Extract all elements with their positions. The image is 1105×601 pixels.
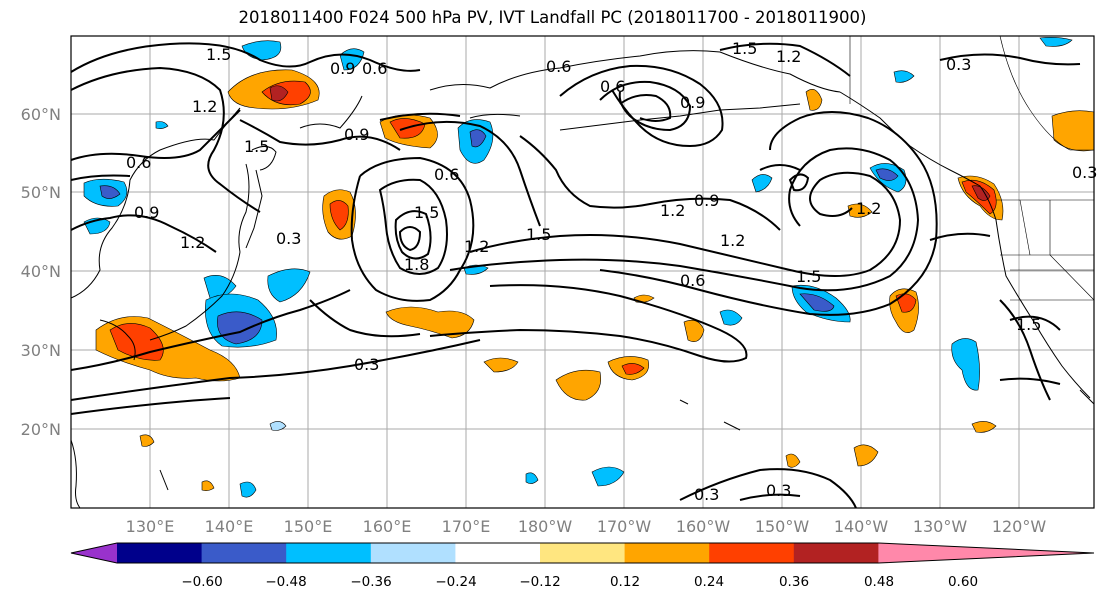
gridlines	[71, 36, 1094, 508]
colorbar-bin	[455, 543, 541, 563]
contour-labels: 1.5 0.9 0.6 1.2 1.5 0.6 0.9 0.6 1.5 1.2 …	[126, 39, 1097, 504]
lat-label-60n: 60°N	[21, 105, 61, 124]
lon-label: 160°E	[363, 517, 412, 536]
contour-label: 1.5	[414, 203, 439, 222]
colorbar-tick-label: 0.12	[610, 574, 640, 590]
contour-label: 0.6	[546, 57, 571, 76]
colorbar-bin	[709, 543, 795, 563]
map-frame	[70, 35, 1095, 509]
colorbar-tick-label: −0.24	[435, 574, 476, 590]
colorbar-tick-label: −0.48	[265, 574, 306, 590]
lat-label-30n: 30°N	[21, 341, 61, 360]
contour-label: 0.9	[694, 191, 719, 210]
lon-label: 130°W	[913, 517, 968, 536]
contour-label: 0.9	[134, 203, 159, 222]
lon-label: 180°W	[518, 517, 573, 536]
ivt-shading	[83, 37, 1095, 498]
contour-label: 1.2	[720, 231, 745, 250]
colorbar-bin	[540, 543, 626, 563]
contour-label: 1.5	[244, 137, 269, 156]
lon-label: 170°E	[442, 517, 491, 536]
contour-label: 1.5	[206, 45, 231, 64]
contour-label: 0.3	[354, 355, 379, 374]
contour-label: 0.3	[946, 55, 971, 74]
colorbar-tick-label: 0.24	[694, 574, 724, 590]
contour-label: 0.9	[330, 59, 355, 78]
lon-label: 150°W	[755, 517, 810, 536]
colorbar-tick-label: −0.12	[519, 574, 560, 590]
borders	[849, 35, 1095, 301]
colorbar-labels: −0.60 −0.48 −0.36 −0.24 −0.12 0.12 0.24 …	[181, 574, 978, 590]
colorbar-tick-label: −0.36	[350, 574, 391, 590]
colorbar-extend-high	[878, 543, 1094, 563]
contour-label: 1.5	[1016, 315, 1041, 334]
contour-label: 1.5	[796, 267, 821, 286]
contour-label: 1.2	[776, 47, 801, 66]
contour-label: 0.6	[600, 77, 625, 96]
contour-label: 0.6	[126, 153, 151, 172]
contour-label: 1.2	[660, 201, 685, 220]
contour-label: 1.2	[856, 199, 881, 218]
latitude-labels: 60°N 50°N 40°N 30°N 20°N	[21, 105, 61, 439]
colorbar	[70, 542, 1095, 564]
colorbar-tick-label: −0.60	[181, 574, 222, 590]
colorbar-bin	[370, 543, 456, 563]
contour-label: 0.9	[680, 93, 705, 112]
contour-label: 0.6	[362, 59, 387, 78]
contour-label: 0.3	[1072, 163, 1097, 182]
contour-label: 1.2	[180, 233, 205, 252]
lon-label: 140°E	[205, 517, 254, 536]
map-title: 2018011400 F024 500 hPa PV, IVT Landfall…	[238, 8, 867, 27]
contour-label: 0.9	[344, 125, 369, 144]
contour-label: 0.3	[766, 481, 791, 500]
colorbar-bin	[117, 543, 203, 563]
lon-label: 170°W	[597, 517, 652, 536]
colorbar-bin	[624, 543, 710, 563]
longitude-labels: 130°E 140°E 150°E 160°E 170°E 180°W 170°…	[126, 517, 1047, 536]
contour-label: 1.2	[192, 97, 217, 116]
colorbar-tick-label: 0.60	[948, 574, 978, 590]
lat-label-20n: 20°N	[21, 420, 61, 439]
contour-label: 0.6	[434, 165, 459, 184]
contour-label: 0.3	[694, 485, 719, 504]
contour-label: 1.5	[732, 39, 757, 58]
colorbar-outline	[70, 542, 1095, 564]
lat-label-40n: 40°N	[21, 262, 61, 281]
colorbar-bin	[286, 543, 372, 563]
contour-label: 0.3	[276, 229, 301, 248]
pv-contours	[70, 42, 1081, 509]
contour-label: 1.2	[464, 237, 489, 256]
contour-label: 1.8	[404, 255, 429, 274]
colorbar-tick-label: 0.48	[864, 574, 894, 590]
contour-label: 1.5	[526, 225, 551, 244]
lon-label: 130°E	[126, 517, 175, 536]
lon-label: 120°W	[992, 517, 1047, 536]
lon-label: 160°W	[676, 517, 731, 536]
colorbar-bin	[793, 543, 879, 563]
colorbar-bin	[201, 543, 287, 563]
colorbar-extend-low	[71, 543, 117, 563]
lon-label: 140°W	[834, 517, 889, 536]
colorbar-tick-label: 0.36	[779, 574, 809, 590]
contour-label: 0.6	[680, 271, 705, 290]
lat-label-50n: 50°N	[21, 183, 61, 202]
lon-label: 150°E	[284, 517, 333, 536]
